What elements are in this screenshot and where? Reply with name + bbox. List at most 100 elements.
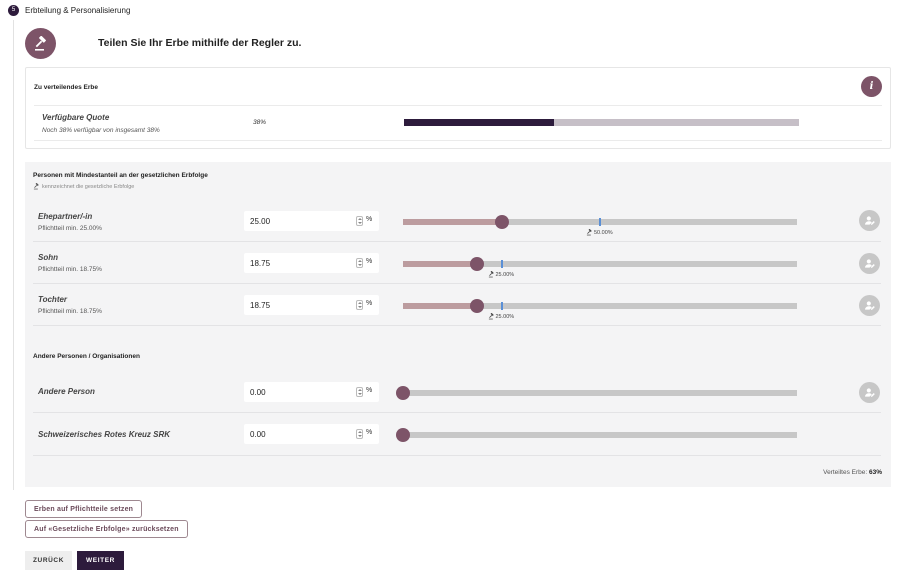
share-input-field[interactable]	[250, 299, 345, 311]
distributed-total: Verteiltes Erbe: 63%	[823, 469, 882, 476]
heir-name: Ehepartner/-in	[38, 212, 93, 221]
gavel-icon	[25, 28, 56, 59]
user-edit-icon	[865, 388, 875, 397]
slider-thumb[interactable]	[469, 299, 484, 313]
user-action-button[interactable]	[859, 210, 880, 231]
share-slider[interactable]: 25.00%	[403, 257, 797, 278]
info-icon[interactable]: i	[861, 76, 882, 97]
slider-fill	[403, 303, 477, 309]
distributed-total-value: 63%	[868, 469, 882, 476]
share-slider[interactable]	[396, 428, 797, 442]
heir-row-daughter: Tochter Pflichtteil min. 18.75% % 25.00%	[33, 284, 881, 326]
legal-share-label: 25.00%	[488, 271, 515, 278]
gavel-icon	[586, 229, 592, 236]
user-action-button[interactable]	[859, 382, 880, 403]
legal-share-marker	[500, 260, 503, 268]
step-number-badge: 5	[8, 4, 19, 16]
share-slider[interactable]: 50.00%	[403, 215, 797, 236]
slider-thumb[interactable]	[469, 257, 484, 271]
share-stepper[interactable]	[356, 387, 363, 397]
user-edit-icon	[865, 259, 875, 268]
user-action-button[interactable]	[859, 253, 880, 274]
share-stepper[interactable]	[356, 300, 363, 310]
user-edit-icon	[865, 301, 875, 310]
share-stepper[interactable]	[356, 216, 363, 226]
percent-unit: %	[366, 387, 373, 394]
step-header: 5 Erbteilung & Personalisierung	[8, 4, 130, 16]
heir-name: Tochter	[38, 295, 68, 304]
other-row: Andere Person %	[33, 370, 881, 413]
others-section-title: Andere Personen / Organisationen	[33, 353, 140, 360]
heir-name: Sohn	[38, 253, 58, 262]
slider-thumb[interactable]	[494, 215, 509, 229]
legal-share-marker	[500, 302, 503, 310]
legal-share-value: 25.00%	[495, 271, 515, 278]
slider-thumb[interactable]	[396, 428, 410, 442]
percent-unit: %	[366, 300, 373, 307]
share-input[interactable]: %	[244, 424, 379, 444]
share-input-field[interactable]	[250, 257, 345, 269]
legal-share-value: 25.00%	[495, 313, 515, 320]
share-input-field[interactable]	[250, 215, 345, 227]
heirs-panel: Personen mit Mindestanteil an der gesetz…	[25, 162, 891, 487]
divider	[33, 241, 881, 242]
share-input[interactable]: %	[244, 253, 379, 273]
quota-value: 38%	[253, 119, 267, 126]
share-stepper[interactable]	[356, 429, 363, 439]
divider	[33, 455, 881, 456]
quota-section-title: Zu verteilendes Erbe	[34, 84, 98, 91]
heir-compulsory-share: Pflichtteil min. 18.75%	[38, 308, 102, 315]
divider	[34, 140, 882, 141]
step-title: Erbteilung & Personalisierung	[25, 5, 131, 15]
legal-share-label: 25.00%	[488, 313, 515, 320]
divider	[33, 283, 881, 284]
gavel-icon	[488, 271, 494, 278]
slider-thumb[interactable]	[396, 386, 410, 400]
divider	[33, 412, 881, 413]
legal-share-label: 50.00%	[586, 229, 613, 236]
available-quota-card: Zu verteilendes Erbe i Verfügbare Quote …	[25, 67, 891, 149]
distributed-total-label: Verteiltes Erbe:	[823, 469, 868, 476]
legal-share-marker	[599, 218, 601, 226]
heir-row-son: Sohn Pflichtteil min. 18.75% % 25.00%	[33, 242, 881, 284]
user-action-button[interactable]	[859, 295, 880, 316]
divider	[33, 325, 881, 326]
heir-row-spouse: Ehepartner/-in Pflichtteil min. 25.00% %…	[33, 200, 881, 242]
share-input[interactable]: %	[244, 295, 379, 315]
other-name: Andere Person	[38, 387, 95, 396]
share-input[interactable]: %	[244, 211, 379, 231]
heir-compulsory-share: Pflichtteil min. 25.00%	[38, 225, 102, 232]
gavel-icon	[488, 313, 494, 320]
share-slider[interactable]: 25.00%	[403, 299, 797, 320]
slider-fill	[403, 219, 502, 225]
share-slider[interactable]	[396, 386, 797, 400]
next-button[interactable]: WEITER	[77, 551, 124, 570]
gavel-icon	[33, 183, 39, 190]
page-title: Teilen Sie Ihr Erbe mithilfe der Regler …	[98, 37, 302, 49]
back-button[interactable]: ZURÜCK	[25, 551, 72, 570]
share-stepper[interactable]	[356, 258, 363, 268]
other-row: Schweizerisches Rotes Kreuz SRK %	[33, 413, 881, 456]
other-name: Schweizerisches Rotes Kreuz SRK	[38, 430, 171, 439]
share-input[interactable]: %	[244, 382, 379, 402]
quota-progress-bar	[404, 119, 799, 126]
slider-fill	[403, 261, 477, 267]
percent-unit: %	[366, 429, 373, 436]
percent-unit: %	[366, 216, 373, 223]
compulsory-heirs-title: Personen mit Mindestanteil an der gesetz…	[33, 172, 208, 179]
quota-label: Verfügbare Quote	[42, 113, 110, 122]
step-connector-line	[13, 20, 14, 490]
share-input-field[interactable]	[250, 428, 345, 440]
quota-progress-fill	[404, 119, 555, 126]
quota-subtitle: Noch 38% verfügbar von insgesamt 38%	[42, 127, 160, 134]
legend-text: kennzeichnet die gesetzliche Erbfolge	[42, 183, 135, 190]
legal-succession-legend: kennzeichnet die gesetzliche Erbfolge	[33, 183, 134, 190]
set-compulsory-shares-button[interactable]: Erben auf Pflichtteile setzen	[25, 500, 143, 518]
user-edit-icon	[865, 216, 875, 225]
legal-share-value: 50.00%	[594, 229, 613, 236]
divider	[34, 105, 882, 106]
share-input-field[interactable]	[250, 386, 345, 398]
percent-unit: %	[366, 258, 373, 265]
heir-compulsory-share: Pflichtteil min. 18.75%	[38, 266, 102, 273]
reset-legal-succession-button[interactable]: Auf «Gesetzliche Erbfolge» zurücksetzen	[25, 520, 188, 538]
